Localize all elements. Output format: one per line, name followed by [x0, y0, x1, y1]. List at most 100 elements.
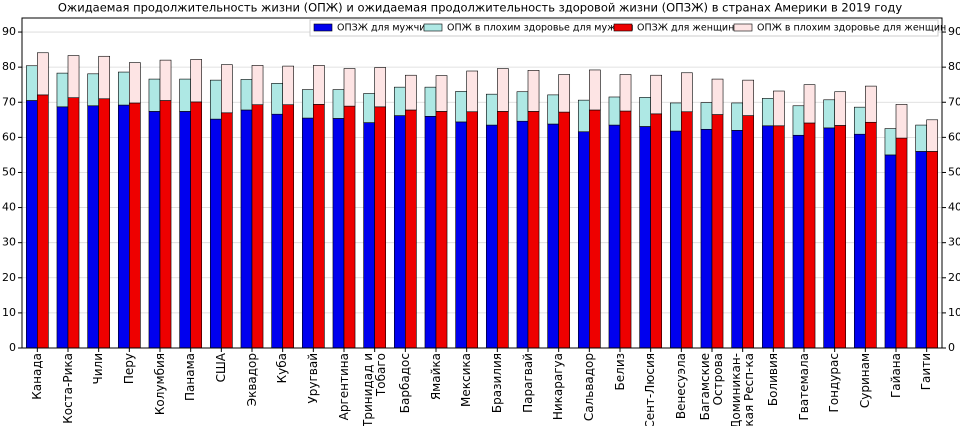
bar-segment [424, 86, 437, 117]
bar-segment [792, 105, 805, 136]
bar-segment [497, 111, 509, 349]
x-tick-label: Никарагуа [551, 353, 566, 421]
bar-segment [313, 104, 325, 349]
bar-segment [865, 85, 877, 123]
bar-segment [209, 118, 222, 349]
bar-segment [527, 111, 540, 349]
bar-segment [834, 91, 847, 126]
bar-segment [179, 78, 191, 112]
bar-segment [742, 115, 755, 349]
bar-segment [742, 79, 755, 116]
bar-segment [343, 105, 356, 349]
legend-label: ОПЗЖ для мужчин [337, 23, 432, 34]
bar-segment [240, 109, 253, 349]
bar-segment [773, 90, 785, 127]
x-tick-label: Аргентина [336, 353, 351, 421]
bar-segment [577, 99, 590, 133]
x-tick-label: Ямайка [428, 353, 443, 401]
bar-segment [221, 64, 233, 114]
bar-segment [87, 105, 99, 349]
bar-segment [190, 101, 203, 349]
bar-segment [405, 74, 417, 111]
bar-segment [301, 89, 314, 119]
x-tick-label: Уругвай [305, 353, 320, 404]
bar-segment [589, 69, 601, 111]
bar-segment [87, 73, 99, 107]
x-tick-label: Белиз [612, 353, 627, 391]
x-tick-label: Сент-Люсия [643, 353, 658, 426]
legend-swatch [733, 23, 753, 32]
x-tick-label: Суринам [857, 353, 872, 409]
x-tick-label: Тринидад и Тобаго [360, 353, 388, 426]
bar-segment [159, 59, 172, 101]
bar-segment [853, 106, 866, 135]
bar-segment [761, 98, 774, 127]
bar-segment [926, 151, 939, 349]
bar-segment [884, 154, 897, 349]
bar-segment [332, 118, 345, 349]
bar-segment [148, 111, 161, 349]
bar-segment [117, 104, 130, 349]
bar-segment [56, 72, 69, 108]
x-tick-label: Коста-Рика [60, 353, 75, 424]
bar-segment [619, 110, 632, 349]
x-tick-label: США [213, 353, 228, 383]
x-tick-label: Боливия [765, 353, 780, 407]
x-tick-label: Панама [183, 353, 198, 401]
bar-segment [681, 111, 693, 349]
bar-segment [608, 96, 621, 126]
bar-segment [639, 97, 651, 127]
bar-segment [363, 122, 375, 349]
x-tick-label: Чили [91, 353, 106, 385]
bar-segment [374, 67, 387, 108]
bar-segment [650, 74, 663, 115]
bar-segment [271, 82, 283, 115]
bar-segment [251, 65, 264, 106]
y2-tick-label: 60 [948, 130, 960, 143]
bar-segment [711, 114, 724, 349]
legend-label: ОПЗЖ для женщин [637, 23, 734, 34]
bar-segment [251, 104, 264, 349]
bar-segment [915, 151, 927, 349]
bar-segment [332, 89, 345, 119]
bar-segment [466, 70, 479, 113]
x-tick-label: Колумбия [152, 353, 167, 416]
bar-segment [117, 71, 130, 106]
y-tick-label: 30 [2, 236, 16, 249]
bar-segment [56, 106, 69, 349]
x-tick-label: Мексика [459, 353, 474, 407]
bar-segment [240, 79, 253, 111]
bar-segment [221, 112, 233, 349]
y2-tick-label: 70 [948, 95, 960, 108]
bar-segment [25, 100, 38, 349]
x-tick-label: Гондурас [827, 353, 842, 413]
y2-tick-label: 80 [948, 60, 960, 73]
bar-segment [650, 113, 663, 349]
bar-segment [282, 65, 295, 106]
bar-segment [455, 121, 467, 349]
bar-segment [823, 127, 835, 349]
bar-segment [669, 130, 682, 349]
bar-segment [558, 111, 571, 349]
bar-segment [865, 121, 877, 349]
x-tick-label: Канада [29, 353, 44, 400]
legend-swatch [613, 23, 633, 32]
bar-segment [313, 65, 325, 105]
bar-segment [895, 137, 908, 349]
bar-segment [639, 126, 651, 349]
bar-segment [773, 125, 785, 349]
bar-segment [67, 97, 80, 349]
bar-segment [301, 117, 314, 349]
bar-segment [577, 131, 590, 349]
bar-segment [731, 102, 743, 131]
x-tick-label: Парагвай [520, 353, 535, 413]
bar-segment [37, 52, 49, 96]
bar-segment [915, 124, 927, 152]
bar-segment [159, 100, 172, 349]
bar-segment [608, 124, 621, 349]
x-tick-label: Венесуэла [673, 353, 688, 420]
bar-segment [681, 72, 693, 113]
bar-segment [343, 68, 356, 107]
bar-segment [895, 104, 908, 139]
